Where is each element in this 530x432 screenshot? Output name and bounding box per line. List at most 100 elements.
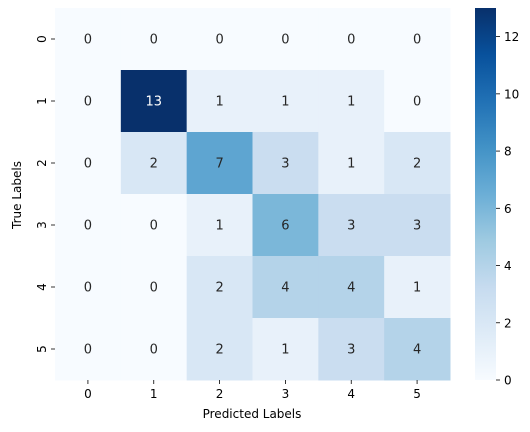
heatmap-cell-r5-c3 xyxy=(252,318,319,381)
colorbar xyxy=(475,8,496,380)
heatmap-cell-r1-c5 xyxy=(384,70,451,133)
cell-value-label-r1-c5: 0 xyxy=(413,95,421,110)
cell-value-label-r4-c3: 4 xyxy=(281,281,289,296)
cell-value-label-r2-c3: 3 xyxy=(281,157,289,172)
heatmap-cell-r3-c1 xyxy=(120,194,188,257)
colorbar-tick-label: 2 xyxy=(504,316,512,330)
heatmap-cell-r1-c3 xyxy=(252,70,319,133)
cell-value-label-r1-c1: 13 xyxy=(145,95,162,110)
cell-value-label-r1-c0: 0 xyxy=(84,95,92,110)
heatmap-cell-r3-c4 xyxy=(318,194,385,257)
y-axis-ticks: 0 1 2 3 4 5 xyxy=(35,35,55,353)
colorbar-gradient xyxy=(475,8,496,380)
heatmap-cell-r3-c5 xyxy=(384,194,451,257)
x-tick-label: 3 xyxy=(282,387,290,401)
cell-value-label-r4-c0: 0 xyxy=(84,281,92,296)
heatmap-cells: 0 0 0 0 0 00 13 1 1 1 00 2 7 3 1 20 0 1 6 3 30 0 2 4 4 10 0 2 1 3 4 xyxy=(55,8,451,381)
cell-value-label-r5-c0: 0 xyxy=(84,343,92,358)
cell-value-label-r0-c0: 0 xyxy=(84,33,92,48)
cell-value-label-r5-c1: 0 xyxy=(150,343,158,358)
cell-value-label-r3-c1: 0 xyxy=(150,219,158,234)
heatmap-cell-r2-c4 xyxy=(318,132,385,195)
colorbar-tick-label: 12 xyxy=(504,30,519,44)
heatmap-cell-r4-c1 xyxy=(120,256,188,319)
heatmap-cell-r4-c5 xyxy=(384,256,451,319)
x-tick-label: 0 xyxy=(84,387,92,401)
cell-value-label-r1-c2: 1 xyxy=(215,95,223,110)
cell-value-label-r4-c4: 4 xyxy=(347,281,355,296)
heatmap-cell-r2-c3 xyxy=(252,132,319,195)
y-tick-label: 0 xyxy=(35,35,49,43)
y-tick-label: 2 xyxy=(35,159,49,167)
cell-value-label-r2-c2: 7 xyxy=(215,157,223,172)
heatmap-cell-r5-c1 xyxy=(120,318,188,381)
heatmap-cell-r0-c0 xyxy=(55,8,122,71)
heatmap-cell-r4-c4 xyxy=(318,256,385,319)
x-axis-ticks: 0 1 2 3 4 5 xyxy=(84,380,421,401)
heatmap-cell-r1-c1 xyxy=(120,70,188,133)
y-tick-label: 4 xyxy=(35,283,49,291)
heatmap-cell-r1-c0 xyxy=(55,70,122,133)
colorbar-tick-label: 4 xyxy=(504,259,512,273)
cell-value-label-r2-c1: 2 xyxy=(150,157,158,172)
heatmap-cell-r3-c2 xyxy=(186,194,253,257)
colorbar-tick-label: 8 xyxy=(504,145,512,159)
y-tick-label: 1 xyxy=(35,97,49,105)
heatmap-cell-r5-c0 xyxy=(55,318,122,381)
cell-value-label-r4-c1: 0 xyxy=(150,281,158,296)
y-axis-label: True Labels xyxy=(10,161,24,230)
heatmap-cell-r5-c5 xyxy=(384,318,451,381)
colorbar-tick-label: 10 xyxy=(504,87,519,101)
colorbar-tick-label: 0 xyxy=(504,374,512,388)
heatmap-cell-r0-c4 xyxy=(318,8,385,71)
colorbar-ticks: 0 2 4 6 8 10 12 xyxy=(496,30,519,388)
cell-value-label-r5-c5: 4 xyxy=(413,343,421,358)
heatmap-cell-r2-c5 xyxy=(384,132,451,195)
cell-value-label-r4-c5: 1 xyxy=(413,281,421,296)
cell-value-label-r5-c3: 1 xyxy=(281,343,289,358)
heatmap-cell-r1-c2 xyxy=(186,70,253,133)
colorbar-tick-label: 6 xyxy=(504,202,512,216)
heatmap-cell-r5-c4 xyxy=(318,318,385,381)
cell-value-label-r3-c5: 3 xyxy=(413,219,421,234)
heatmap-cell-r0-c5 xyxy=(384,8,451,71)
heatmap-cell-r5-c2 xyxy=(186,318,253,381)
cell-value-label-r2-c4: 1 xyxy=(347,157,355,172)
y-tick-label: 3 xyxy=(35,221,49,229)
cell-value-label-r0-c1: 0 xyxy=(150,33,158,48)
cell-value-label-r1-c4: 1 xyxy=(347,95,355,110)
heatmap-cell-r3-c3 xyxy=(252,194,319,257)
heatmap-cell-r1-c4 xyxy=(318,70,385,133)
heatmap-cell-r4-c0 xyxy=(55,256,122,319)
heatmap-cell-r2-c1 xyxy=(120,132,188,195)
cell-value-label-r4-c2: 2 xyxy=(215,281,223,296)
x-tick-label: 1 xyxy=(150,387,158,401)
x-axis-label: Predicted Labels xyxy=(203,407,302,421)
x-tick-label: 5 xyxy=(413,387,421,401)
x-tick-label: 4 xyxy=(347,387,355,401)
cell-value-label-r0-c3: 0 xyxy=(281,33,289,48)
x-tick-label: 2 xyxy=(216,387,224,401)
heatmap-cell-r0-c3 xyxy=(252,8,319,71)
heatmap-cell-r2-c2 xyxy=(186,132,253,195)
heatmap-cell-r0-c1 xyxy=(120,8,188,71)
cell-value-label-r3-c0: 0 xyxy=(84,219,92,234)
cell-value-label-r5-c4: 3 xyxy=(347,343,355,358)
heatmap-cell-r3-c0 xyxy=(55,194,122,257)
y-tick-label: 5 xyxy=(35,345,49,353)
cell-value-label-r0-c4: 0 xyxy=(347,33,355,48)
heatmap-cell-r4-c2 xyxy=(186,256,253,319)
cell-value-label-r3-c4: 3 xyxy=(347,219,355,234)
heatmap-cell-r2-c0 xyxy=(55,132,122,195)
cell-value-label-r0-c2: 0 xyxy=(215,33,223,48)
heatmap-cell-r4-c3 xyxy=(252,256,319,319)
cell-value-label-r0-c5: 0 xyxy=(413,33,421,48)
cell-value-label-r3-c2: 1 xyxy=(215,219,223,234)
cell-value-label-r2-c0: 0 xyxy=(84,157,92,172)
cell-value-label-r5-c2: 2 xyxy=(215,343,223,358)
heatmap-cell-r0-c2 xyxy=(186,8,253,71)
cell-value-label-r1-c3: 1 xyxy=(281,95,289,110)
cell-value-label-r2-c5: 2 xyxy=(413,157,421,172)
cell-value-label-r3-c3: 6 xyxy=(281,219,289,234)
